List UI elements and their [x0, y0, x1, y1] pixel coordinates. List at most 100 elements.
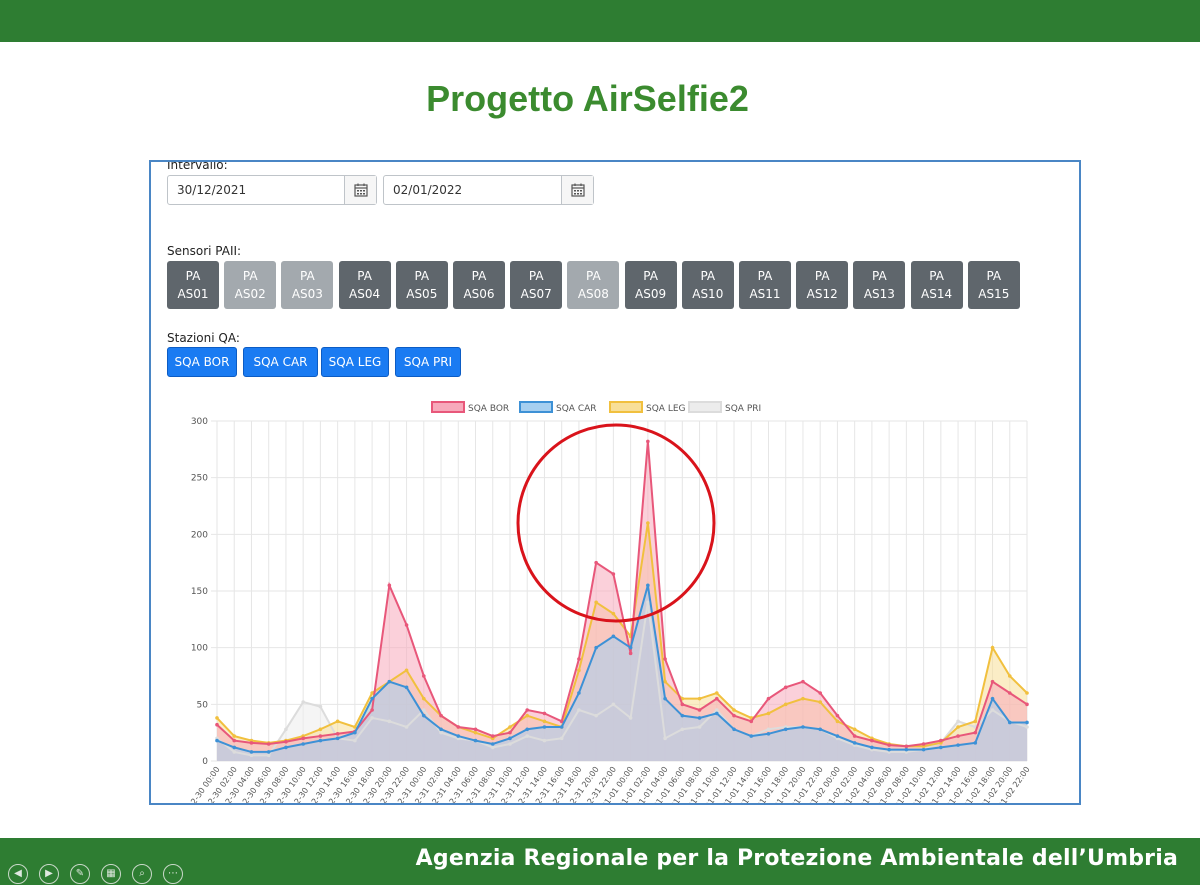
slides-icon[interactable]: ▦ — [101, 864, 121, 884]
date-to-calendar-button[interactable] — [561, 176, 593, 204]
data-point — [594, 713, 598, 718]
sensor-button-as02[interactable]: PA AS02 — [224, 261, 277, 309]
data-point — [422, 708, 426, 712]
highlight-circle — [516, 423, 716, 623]
legend-label: SQA PRI — [725, 404, 761, 414]
data-point — [439, 730, 443, 735]
data-point — [542, 711, 547, 716]
data-point — [1007, 720, 1012, 725]
prev-icon[interactable]: ◀ — [8, 864, 28, 884]
data-point — [249, 753, 254, 758]
sensor-button-as13[interactable]: PA AS13 — [853, 261, 906, 309]
data-point — [404, 725, 409, 729]
data-point — [697, 725, 702, 729]
next-icon[interactable]: ▶ — [39, 864, 59, 884]
data-point — [284, 745, 288, 750]
data-point — [439, 727, 443, 732]
data-point — [215, 722, 219, 727]
data-point — [611, 572, 616, 576]
sensor-button-as08[interactable]: PA AS08 — [567, 261, 620, 309]
data-point — [249, 750, 254, 754]
sensor-label-line2: AS03 — [291, 287, 323, 301]
sensor-button-as09[interactable]: PA AS09 — [624, 261, 677, 309]
station-button-leg[interactable]: SQA LEG — [321, 347, 389, 377]
station-button-bor[interactable]: SQA BOR — [167, 347, 237, 377]
data-point — [1025, 702, 1029, 707]
data-point — [232, 734, 237, 738]
data-point — [284, 727, 288, 732]
data-point — [1025, 725, 1029, 729]
data-point — [577, 657, 581, 661]
data-point — [646, 600, 650, 605]
data-point — [284, 739, 288, 744]
data-point — [956, 719, 960, 724]
data-point — [835, 719, 840, 724]
sensor-label-line2: AS09 — [635, 287, 667, 301]
sensor-button-as10[interactable]: PA AS10 — [681, 261, 734, 309]
date-to-group — [383, 175, 594, 205]
footer-text: Agenzia Regionale per la Protezione Ambi… — [415, 846, 1178, 871]
sensor-label-line2: AS12 — [806, 287, 838, 301]
data-point — [818, 727, 822, 732]
sensor-button-as04[interactable]: PA AS04 — [338, 261, 391, 309]
data-point — [663, 696, 667, 701]
sensor-button-as07[interactable]: PA AS07 — [510, 261, 563, 309]
station-button-pri[interactable]: SQA PRI — [395, 347, 461, 377]
date-from-calendar-button[interactable] — [344, 176, 376, 204]
data-point — [266, 742, 271, 746]
data-point — [749, 734, 754, 738]
date-from-input[interactable] — [168, 176, 344, 204]
data-point — [646, 521, 650, 525]
sensor-label-line1: PA — [929, 269, 944, 283]
more-icon[interactable]: ⋯ — [163, 864, 183, 884]
data-point — [301, 700, 305, 704]
sensor-button-as03[interactable]: PA AS03 — [281, 261, 334, 309]
data-point — [318, 738, 323, 743]
sensor-button-as11[interactable]: PA AS11 — [739, 261, 791, 309]
sensor-label-line2: AS14 — [921, 287, 953, 301]
series-area-sqa-car — [217, 585, 1027, 761]
legend-swatch — [431, 401, 465, 413]
data-point — [628, 716, 633, 720]
pen-icon[interactable]: ✎ — [70, 864, 90, 884]
data-point — [370, 691, 374, 695]
data-point — [990, 679, 995, 684]
data-point — [508, 742, 512, 746]
data-point — [852, 727, 857, 732]
y-tick-label: 0 — [202, 757, 208, 767]
sensor-button-as05[interactable]: PA AS05 — [395, 261, 448, 309]
station-button-car[interactable]: SQA CAR — [243, 347, 318, 377]
data-point — [473, 730, 478, 735]
data-point — [353, 730, 357, 735]
data-point — [680, 702, 685, 707]
sensor-button-as12[interactable]: PA AS12 — [796, 261, 849, 309]
data-point — [697, 696, 702, 701]
data-point — [335, 736, 340, 741]
y-tick-label: 50 — [197, 700, 209, 710]
data-point — [990, 645, 995, 650]
data-point — [370, 696, 374, 701]
date-to-input[interactable] — [384, 176, 561, 204]
sensor-button-as14[interactable]: PA AS14 — [910, 261, 963, 309]
data-point — [508, 736, 512, 741]
data-point — [887, 743, 891, 747]
zoom-icon[interactable]: ⌕ — [132, 864, 152, 884]
sensor-button-as01[interactable]: PA AS01 — [167, 261, 219, 309]
data-point — [353, 738, 357, 743]
data-point — [611, 702, 616, 707]
sensor-button-as06[interactable]: PA AS06 — [453, 261, 505, 309]
data-point — [1025, 720, 1029, 725]
data-point — [335, 719, 340, 724]
data-point — [559, 719, 564, 724]
sensor-label-line2: AS04 — [349, 287, 381, 301]
data-point — [594, 600, 598, 605]
data-point — [766, 696, 771, 701]
data-point — [801, 679, 805, 684]
sensor-label-line1: PA — [300, 269, 315, 283]
slide-title: Progetto AirSelfie2 — [426, 78, 749, 119]
data-point — [956, 734, 960, 738]
data-point — [301, 742, 305, 746]
app-frame: Intervallo: Senso — [149, 160, 1081, 805]
data-point — [577, 708, 581, 712]
sensor-button-as15[interactable]: PA AS15 — [967, 261, 1020, 309]
